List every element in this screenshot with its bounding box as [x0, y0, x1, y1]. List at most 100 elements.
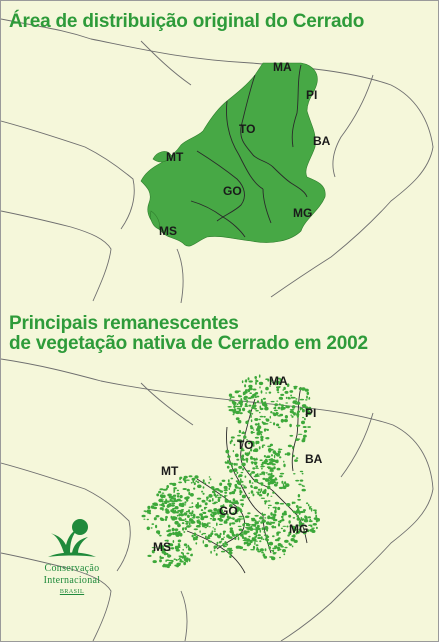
remnant-patch — [238, 474, 243, 478]
remnant-patch — [251, 486, 253, 488]
remnant-patch — [284, 453, 287, 456]
remnant-patch — [221, 479, 226, 482]
remnant-patch — [301, 472, 304, 475]
remnant-patch — [235, 412, 240, 414]
remnant-patch — [218, 511, 223, 515]
remnant-patch — [228, 549, 233, 552]
state-label-mg: MG — [289, 522, 308, 536]
remnant-patch — [236, 458, 240, 461]
remnant-patch — [268, 516, 274, 519]
remnant-patch — [291, 415, 294, 418]
remnant-patch — [257, 550, 261, 553]
remnant-patch — [276, 400, 279, 402]
remnant-patch — [293, 396, 296, 399]
remnant-patch — [307, 426, 311, 428]
remnant-patch — [223, 521, 228, 524]
remnant-patch — [254, 514, 259, 517]
remnant-patch — [255, 381, 257, 385]
remnant-patch — [279, 502, 285, 505]
remnant-patch — [216, 533, 219, 537]
remnant-patch — [263, 534, 268, 536]
remnant-patch — [214, 488, 220, 491]
remnant-patch — [235, 545, 240, 549]
remnant-patch — [238, 487, 242, 490]
remnant-patch — [304, 388, 309, 392]
remnant-patch — [263, 455, 266, 458]
remnant-patch — [257, 422, 260, 426]
remnant-patch — [167, 503, 172, 507]
remnant-patch — [292, 534, 296, 538]
remnant-patch — [263, 415, 266, 418]
remnant-patch — [275, 545, 278, 549]
remnant-patch — [177, 544, 181, 547]
remnant-patch — [286, 383, 290, 387]
remnant-patch — [253, 461, 258, 465]
cerrado-fragment-sw — [150, 210, 160, 230]
remnant-patch — [143, 518, 146, 520]
remnant-patch — [178, 523, 181, 525]
remnant-patch — [151, 547, 156, 549]
remnant-patch — [293, 539, 298, 543]
remnant-patch — [269, 461, 272, 465]
remnant-patch — [290, 394, 292, 397]
remnant-patch — [220, 540, 223, 542]
remnant-patch — [193, 528, 198, 531]
remnant-patch — [231, 400, 235, 404]
state-label-go: GO — [223, 184, 242, 198]
remnant-patch — [289, 434, 294, 437]
remnant-patch — [265, 378, 269, 380]
remnant-patch — [270, 512, 273, 516]
remnant-patch — [222, 543, 225, 546]
remnant-patch — [306, 391, 310, 395]
remnant-patch — [270, 495, 273, 497]
remnant-patch — [264, 517, 267, 519]
remnant-patch — [301, 488, 306, 492]
remnant-patch — [186, 514, 190, 518]
remnant-patch — [297, 498, 301, 501]
map-title-remnants-line1: Principais remanescentes — [9, 313, 239, 334]
remnant-patch — [173, 507, 177, 510]
remnant-patch — [242, 523, 245, 527]
remnant-patch — [234, 483, 238, 488]
remnant-patch — [171, 495, 174, 499]
remnant-patch — [269, 415, 271, 419]
remnant-patch — [260, 488, 263, 492]
remnant-patch — [244, 515, 250, 519]
remnant-patch — [257, 537, 262, 539]
remnant-patch — [277, 406, 281, 410]
remnant-patch — [277, 523, 281, 527]
remnant-patch — [151, 523, 155, 525]
remnant-patch — [215, 553, 218, 556]
remnant-patch — [288, 520, 291, 524]
remnant-patch — [178, 517, 182, 521]
remnant-patch — [216, 541, 219, 545]
remnant-patch — [270, 472, 273, 476]
map-title-original-distribution: Área de distribuição original do Cerrado — [9, 11, 365, 32]
remnant-patch — [250, 540, 253, 543]
remnant-patch — [207, 509, 211, 513]
remnant-patch — [254, 418, 259, 421]
remnant-patch — [304, 417, 306, 421]
remnant-patch — [236, 403, 239, 406]
remnant-patch — [273, 483, 278, 487]
remnant-patch — [232, 450, 235, 453]
remnant-patch — [284, 539, 289, 543]
remnant-patch — [295, 457, 299, 459]
map-original-distribution: MA PI TO BA MT GO MG MS — [1, 18, 434, 303]
remnant-patch — [292, 510, 296, 512]
remnant-patch — [233, 443, 236, 446]
remnant-patch — [256, 440, 260, 444]
remnant-patch — [235, 533, 240, 537]
remnant-patch — [272, 547, 277, 550]
remnant-patch — [255, 409, 259, 412]
remnant-patch — [143, 510, 147, 512]
remnant-patch — [251, 413, 254, 415]
remnant-patch — [248, 497, 251, 499]
remnant-patch — [295, 438, 300, 441]
remnant-patch — [235, 512, 238, 514]
remnant-patch — [260, 466, 265, 468]
remnant-patch — [202, 479, 205, 483]
remnant-patch — [181, 509, 184, 513]
remnant-patch — [274, 501, 280, 505]
